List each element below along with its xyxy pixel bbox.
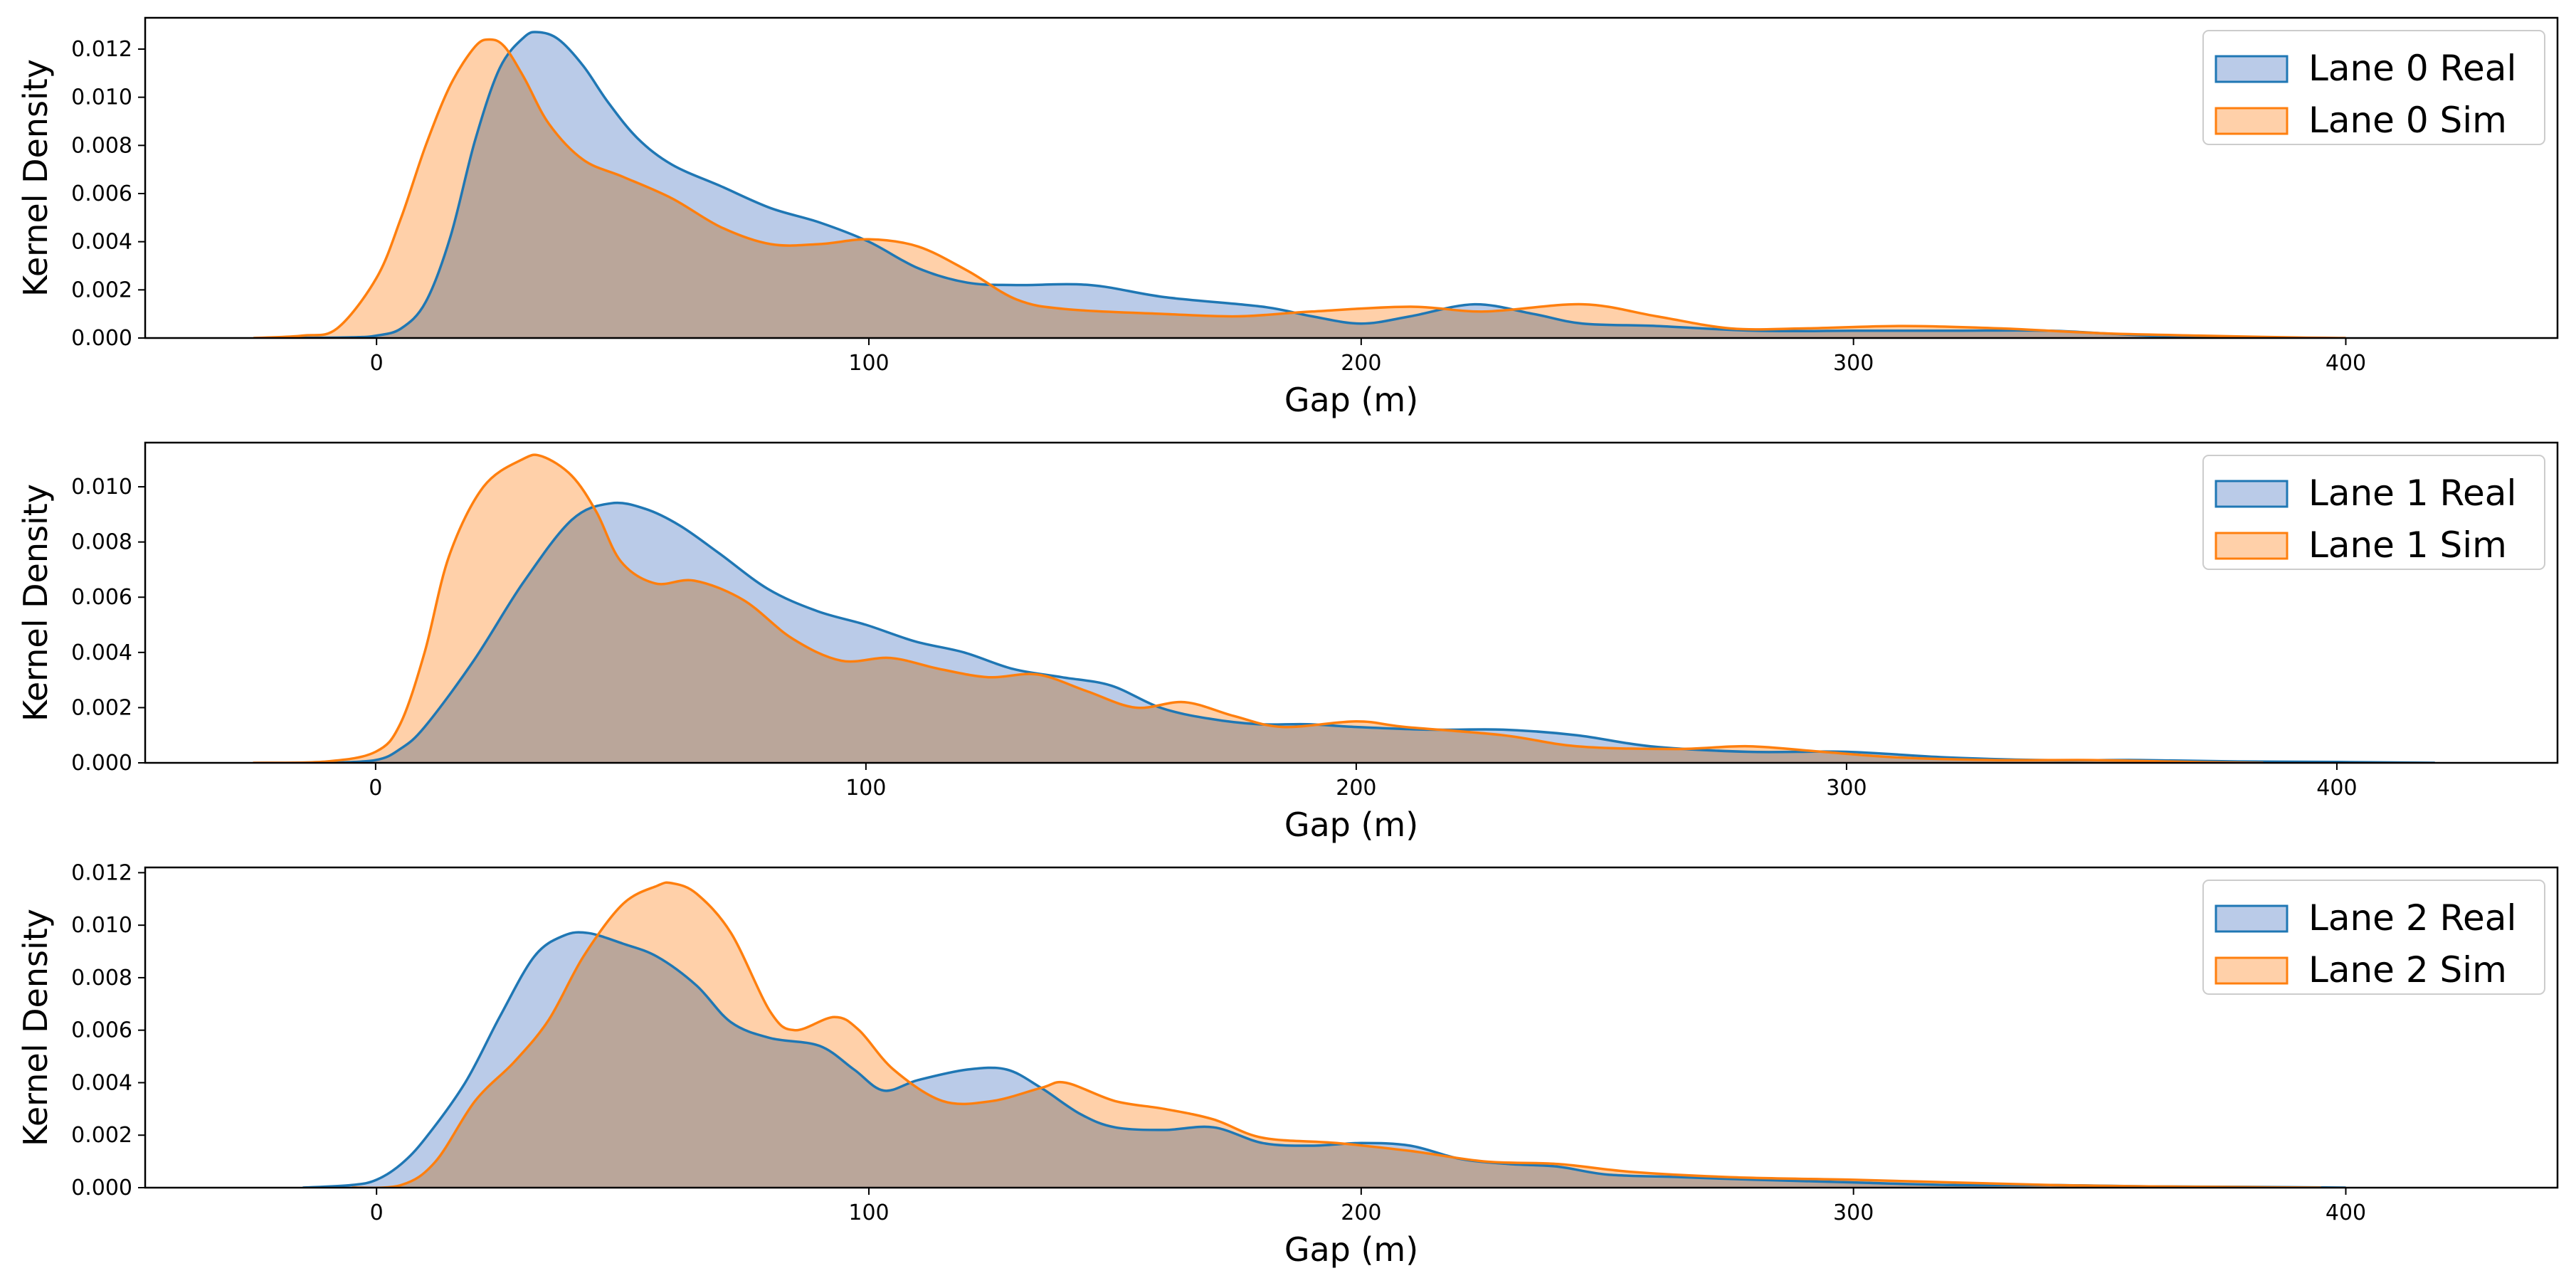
- series-line-1: [253, 453, 2264, 763]
- chart-panel-1: 0 100 200 300 400 0.000 0.002 0.004 0.006 0.008 0.…: [16, 441, 2559, 844]
- series-area-1: [253, 455, 2264, 763]
- y-tick-label: 0.008: [71, 530, 132, 555]
- y-tick-label: 0.006: [71, 585, 132, 610]
- x-tick-label: 400: [2316, 776, 2357, 801]
- chart-panel-0: 0 100 200 300 400 0.000 0.002 0.004 0.006 0.008 0.…: [16, 16, 2559, 419]
- y-tick-label: 0.000: [71, 326, 132, 351]
- y-tick-label: 0.006: [71, 1018, 132, 1043]
- x-tick-label: 0: [370, 351, 384, 376]
- x-tick-label: 100: [848, 1200, 889, 1225]
- plot-area: [253, 453, 2435, 763]
- y-tick-label: 0.008: [71, 133, 132, 158]
- legend-box: [2202, 880, 2545, 995]
- y-tick-label: 0.004: [71, 1070, 132, 1095]
- legend: Lane 1 Real Lane 1 Sim: [2202, 455, 2545, 570]
- x-tick-label: 400: [2326, 351, 2366, 376]
- y-tick-label: 0.012: [71, 860, 132, 885]
- legend-swatch-0: [2215, 480, 2289, 508]
- y-tick-label: 0.002: [71, 1123, 132, 1148]
- x-tick-label: 400: [2326, 1200, 2366, 1225]
- x-tick-label: 200: [1341, 351, 1381, 376]
- y-tick-label: 0.004: [71, 230, 132, 255]
- legend-swatch-0: [2215, 904, 2289, 933]
- legend: Lane 0 Real Lane 0 Sim: [2202, 30, 2545, 145]
- x-tick-label: 200: [1336, 776, 1376, 801]
- y-tick-label: 0.004: [71, 640, 132, 665]
- y-tick-label: 0.008: [71, 966, 132, 991]
- y-axis-label: Kernel Density: [16, 909, 55, 1146]
- series-area-1: [253, 39, 2346, 338]
- legend-box: [2202, 30, 2545, 145]
- x-axis-label: Gap (m): [1284, 1230, 1418, 1269]
- legend-label-1: Lane 2 Sim: [2308, 949, 2507, 991]
- y-axis-label: Kernel Density: [16, 484, 55, 722]
- series-line-1: [352, 881, 2321, 1188]
- x-axis-label: Gap (m): [1284, 381, 1418, 419]
- x-tick-label: 0: [370, 1200, 384, 1225]
- y-tick-label: 0.012: [71, 37, 132, 62]
- legend-label-1: Lane 0 Sim: [2308, 100, 2507, 141]
- axes-frame: [144, 866, 2559, 1189]
- y-tick-label: 0.002: [71, 278, 132, 302]
- y-tick-label: 0.000: [71, 751, 132, 776]
- legend-label-0: Lane 0 Real: [2308, 48, 2516, 89]
- x-tick-label: 100: [845, 776, 886, 801]
- y-tick-label: 0.010: [71, 475, 132, 500]
- x-tick-label: 300: [1833, 351, 1874, 376]
- series-line-1: [253, 38, 2346, 338]
- x-tick-label: 300: [1833, 1200, 1874, 1225]
- legend-box: [2202, 455, 2545, 570]
- legend-label-0: Lane 2 Real: [2308, 897, 2516, 939]
- legend: Lane 2 Real Lane 2 Sim: [2202, 880, 2545, 995]
- x-tick-label: 100: [848, 351, 889, 376]
- axes-frame: [144, 441, 2559, 764]
- y-tick-label: 0.010: [71, 913, 132, 938]
- x-tick-label: 0: [369, 776, 382, 801]
- legend-swatch-1: [2215, 107, 2289, 135]
- plot-area: [253, 31, 2346, 338]
- legend-swatch-1: [2215, 532, 2289, 560]
- legend-swatch-1: [2215, 956, 2289, 985]
- x-tick-label: 300: [1826, 776, 1867, 801]
- y-axis-label: Kernel Density: [16, 59, 55, 297]
- legend-label-1: Lane 1 Sim: [2308, 524, 2507, 566]
- y-tick-label: 0.000: [71, 1176, 132, 1200]
- chart-panel-2: 0 100 200 300 400 0.000 0.002 0.004 0.006 0.008 0.…: [16, 860, 2559, 1269]
- legend-label-0: Lane 1 Real: [2308, 473, 2516, 514]
- y-tick-label: 0.006: [71, 181, 132, 206]
- plot-area: [302, 881, 2346, 1188]
- y-tick-label: 0.010: [71, 85, 132, 110]
- legend-swatch-0: [2215, 55, 2289, 83]
- x-axis-label: Gap (m): [1284, 806, 1418, 844]
- series-line-0: [302, 931, 2346, 1188]
- series-area-1: [352, 882, 2321, 1188]
- x-tick-label: 200: [1341, 1200, 1381, 1225]
- axes-frame: [144, 16, 2559, 339]
- y-tick-label: 0.002: [71, 695, 132, 720]
